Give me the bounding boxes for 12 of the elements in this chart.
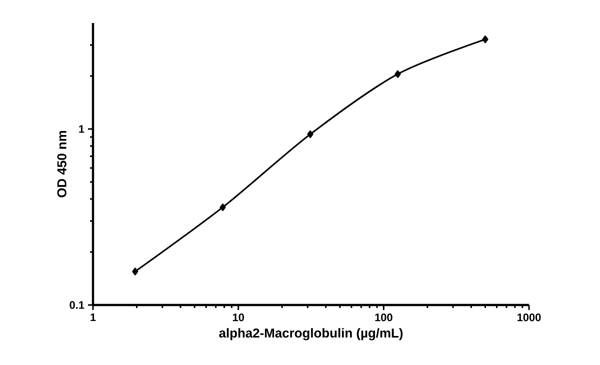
y-axis-title: OD 450 nm — [57, 130, 66, 198]
point — [132, 268, 138, 276]
x-tick-label: 1 — [90, 314, 96, 322]
point — [307, 130, 314, 138]
point — [220, 204, 226, 212]
point — [394, 70, 401, 78]
x-tick-label: 10 — [232, 314, 244, 322]
point — [482, 36, 488, 44]
y-tick-label: 0.1 — [70, 301, 84, 309]
x-axis-title: alpha2-Macroglobulin (µg/mL) — [219, 328, 403, 340]
x-tick-label: 100 — [375, 314, 392, 322]
x-tick-label: 1000 — [518, 314, 541, 322]
